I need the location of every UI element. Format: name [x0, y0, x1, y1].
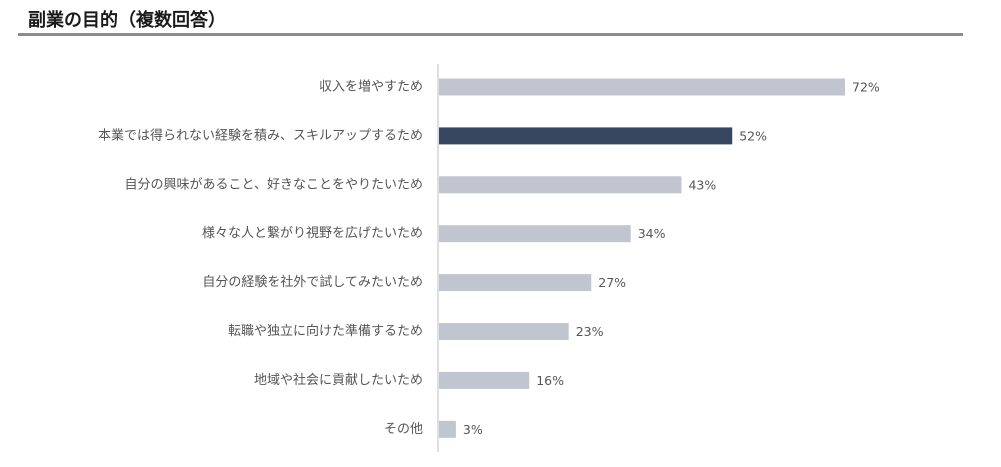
page-title: 副業の目的（複数回答）: [28, 10, 226, 31]
category-label-0: 収入を増やすため: [319, 80, 423, 95]
value-label-5: 23%: [576, 324, 604, 339]
value-label-4: 27%: [598, 275, 626, 290]
category-label-1: 本業では得られない経験を積み、スキルアップするため: [98, 127, 423, 143]
value-label-3: 34%: [638, 226, 666, 241]
value-label-7: 3%: [463, 422, 483, 437]
category-label-3: 様々な人と繋がり視野を広げたいため: [202, 225, 423, 241]
category-label-2: 自分の興味があること、好きなことをやりたいため: [125, 177, 423, 192]
bar-3: [439, 225, 631, 243]
bar-0: [439, 78, 845, 96]
bar-5: [439, 323, 569, 340]
category-label-4: 自分の経験を社外で試してみたいため: [202, 274, 423, 290]
value-label-2: 43%: [688, 177, 716, 192]
category-label-5: 転職や独立に向けた準備するため: [228, 323, 423, 339]
title-divider: [18, 33, 963, 36]
bar-4: [439, 274, 592, 292]
bar-7: [439, 420, 456, 438]
value-label-1: 52%: [739, 128, 767, 143]
value-label-0: 72%: [852, 80, 880, 95]
bar-1: [439, 127, 733, 145]
category-label-7: その他: [384, 422, 423, 437]
bar-6: [439, 371, 530, 389]
category-label-6: 地域や社会に貢献したいため: [254, 372, 423, 388]
value-label-6: 16%: [536, 373, 564, 388]
bar-2: [439, 176, 682, 194]
